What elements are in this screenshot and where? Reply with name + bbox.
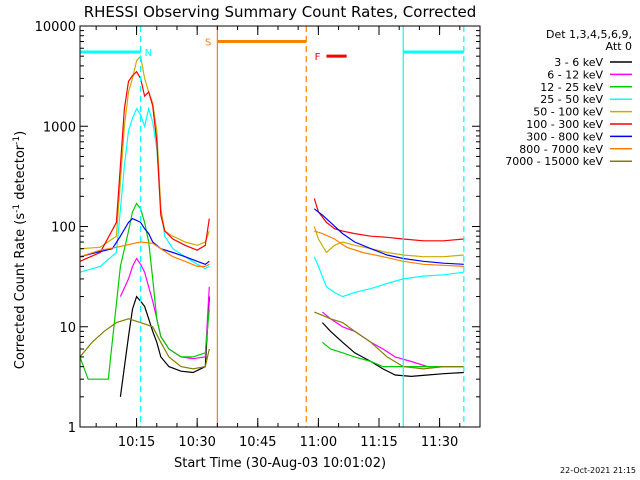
- x-tick-label: 11:30: [421, 435, 458, 450]
- y-tick-label: 1: [68, 421, 76, 436]
- series-line-0-1: [321, 322, 464, 378]
- x-axis-label: Start Time (30-Aug-03 10:01:02): [174, 456, 386, 471]
- legend-label: 25 - 50 keV: [540, 93, 603, 106]
- series-line-1-0: [119, 257, 210, 360]
- x-tick-label: 11:00: [300, 435, 337, 450]
- series-line-8-1: [314, 311, 464, 370]
- x-tick-label: 11:15: [360, 435, 397, 450]
- series-line-8-0: [79, 318, 210, 370]
- series-line-4-0: [79, 54, 210, 250]
- legend-label: 300 - 800 keV: [526, 130, 603, 143]
- y-tick-label: 10: [59, 321, 76, 336]
- flag-label-f: F: [315, 52, 321, 63]
- series-line-2-0: [79, 202, 210, 380]
- legend-label: 800 - 7000 keV: [519, 143, 603, 156]
- series-line-5-1: [313, 198, 464, 242]
- series-line-7-1: [314, 230, 464, 267]
- legend-label: 12 - 25 keV: [540, 81, 603, 94]
- legend-label: 6 - 12 keV: [547, 68, 603, 81]
- series-line-1-1: [322, 311, 464, 368]
- flag-label-s: S: [205, 38, 211, 49]
- y-tick-label: 10000: [35, 20, 76, 35]
- series-line-7-0: [79, 241, 210, 267]
- legend-label: 50 - 100 keV: [533, 106, 603, 119]
- x-tick-label: 10:15: [118, 435, 155, 450]
- y-tick-label: 1000: [43, 120, 76, 135]
- series-line-6-0: [79, 217, 210, 265]
- legend-label: 100 - 300 keV: [526, 118, 603, 131]
- footer-date: 22-Oct-2021 21:15: [560, 466, 636, 475]
- plot-area: N S F 1 10 100 1000 10000 10:15 10:30 10:45 11:00 11…: [35, 20, 481, 450]
- series-line-4-1: [313, 226, 464, 258]
- svg-text:Corrected Count Rate (s-1 dete: Corrected Count Rate (s-1 detector-1): [12, 131, 28, 369]
- x-tick-label: 10:45: [239, 435, 276, 450]
- flag-label-n: N: [145, 48, 152, 59]
- series-line-6-1: [313, 208, 464, 265]
- legend-header-line: Det 1,3,4,5,6,9,: [546, 28, 632, 41]
- legend-label: 3 - 6 keV: [554, 56, 603, 69]
- chart-title: RHESSI Observing Summary Count Rates, Co…: [84, 3, 477, 21]
- legend-label: 7000 - 15000 keV: [505, 155, 603, 168]
- y-axis-label: Corrected Count Rate (s-1 detector-1): [12, 131, 28, 369]
- series-line-0-0: [119, 295, 210, 397]
- series-line-3-1: [313, 256, 464, 298]
- series-line-2-1: [322, 341, 464, 368]
- y-tick-label: 100: [51, 221, 76, 236]
- series-line-5-0: [79, 70, 210, 262]
- legend-header-line: Att 0: [606, 40, 632, 53]
- x-tick-label: 10:30: [178, 435, 215, 450]
